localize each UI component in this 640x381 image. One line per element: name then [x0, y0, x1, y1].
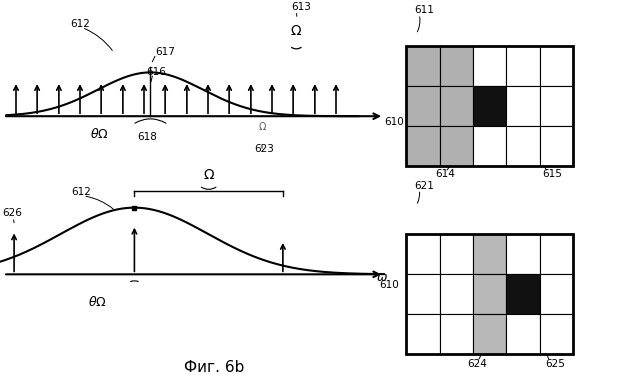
Bar	[506, 314, 540, 354]
Text: 611: 611	[415, 5, 435, 15]
Text: 621: 621	[415, 181, 435, 190]
Bar	[540, 126, 573, 166]
Bar	[440, 126, 473, 166]
Text: 615: 615	[543, 169, 563, 179]
Text: 623: 623	[255, 144, 275, 154]
Bar	[540, 46, 573, 86]
Text: 610: 610	[384, 117, 404, 127]
Bar	[440, 46, 473, 86]
Bar	[406, 86, 440, 126]
Bar	[540, 274, 573, 314]
Bar	[540, 86, 573, 126]
Bar	[440, 86, 473, 126]
Text: 612: 612	[70, 19, 90, 29]
Bar	[473, 126, 506, 166]
Bar	[406, 274, 440, 314]
Bar	[506, 46, 540, 86]
Bar	[473, 314, 506, 354]
Bar	[506, 234, 540, 274]
Bar	[406, 126, 440, 166]
Text: 626: 626	[2, 208, 22, 218]
Bar	[406, 46, 573, 166]
Text: $\Omega$: $\Omega$	[203, 168, 214, 182]
Text: $\omega$: $\omega$	[376, 271, 388, 284]
Text: $\theta\Omega$: $\theta\Omega$	[90, 127, 109, 141]
Text: 618: 618	[138, 132, 157, 142]
Text: 613: 613	[291, 2, 311, 11]
Bar	[473, 86, 506, 126]
Text: 617: 617	[156, 47, 175, 57]
Text: 625: 625	[545, 359, 565, 368]
Text: 624: 624	[467, 359, 487, 368]
Bar	[506, 126, 540, 166]
Bar	[406, 234, 440, 274]
Text: 614: 614	[435, 169, 455, 179]
Bar	[506, 274, 540, 314]
Text: $\theta\Omega$: $\theta\Omega$	[88, 295, 107, 309]
Text: $\Omega$: $\Omega$	[291, 24, 302, 38]
Text: 616: 616	[146, 67, 166, 77]
Bar	[440, 234, 473, 274]
Bar	[406, 46, 440, 86]
Bar	[540, 234, 573, 274]
Bar	[473, 274, 506, 314]
Text: 610: 610	[379, 280, 399, 290]
Bar	[440, 314, 473, 354]
Bar	[506, 86, 540, 126]
Text: 612: 612	[72, 187, 92, 197]
Bar	[540, 314, 573, 354]
Text: Фиг. 6b: Фиг. 6b	[184, 360, 244, 375]
Text: $\Omega$: $\Omega$	[258, 120, 267, 132]
Bar	[473, 234, 506, 274]
Bar	[406, 234, 573, 354]
Bar	[473, 46, 506, 86]
Bar	[440, 274, 473, 314]
Bar	[406, 314, 440, 354]
